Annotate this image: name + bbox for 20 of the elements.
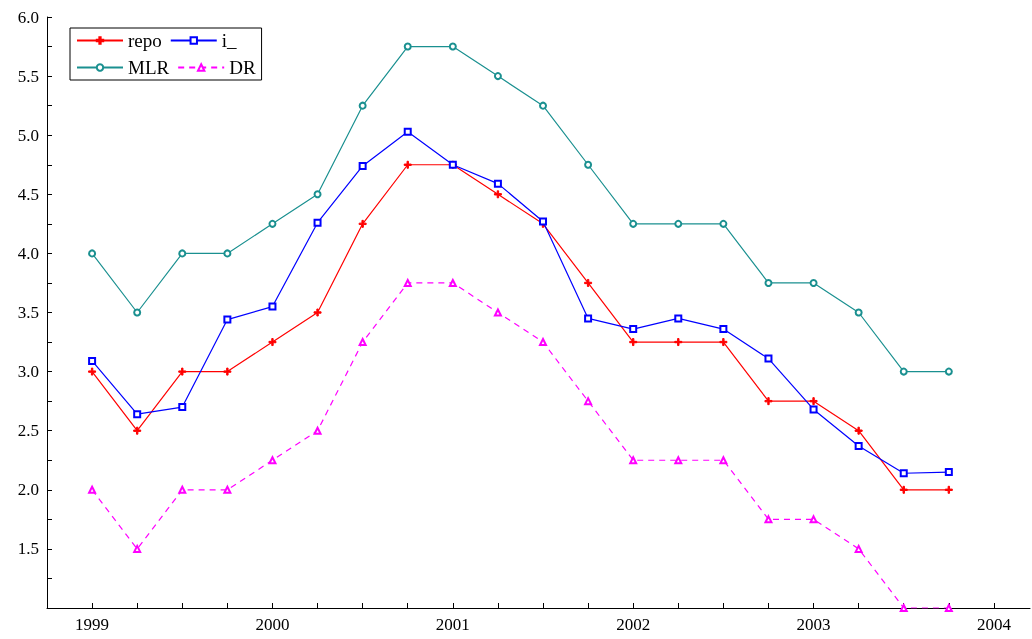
legend-label: repo [128, 30, 162, 51]
y-tick-label: 4.0 [17, 243, 39, 263]
legend-label: MLR [128, 57, 170, 78]
x-tick-label: 2003 [796, 615, 831, 634]
x-tick-label: 2002 [616, 615, 651, 634]
x-tick-label: 2001 [435, 615, 470, 634]
y-tick-label: 6.0 [17, 7, 39, 27]
y-tick-label: 5.0 [17, 125, 39, 145]
legend-label: i_ [221, 30, 238, 51]
y-tick-label: 1.5 [17, 539, 39, 559]
x-tick-label: 1999 [75, 615, 110, 634]
x-tick-label: 2000 [255, 615, 290, 634]
y-tick-label: 5.5 [17, 66, 39, 86]
y-tick-label: 3.5 [17, 303, 39, 322]
x-tick-label: 2004 [976, 615, 1012, 634]
legend-label: DR [229, 57, 256, 78]
y-tick-label: 2.0 [17, 480, 39, 500]
y-tick-label: 3.0 [17, 362, 39, 382]
y-tick-label: 4.5 [17, 184, 39, 204]
y-tick-label: 2.5 [17, 421, 39, 441]
